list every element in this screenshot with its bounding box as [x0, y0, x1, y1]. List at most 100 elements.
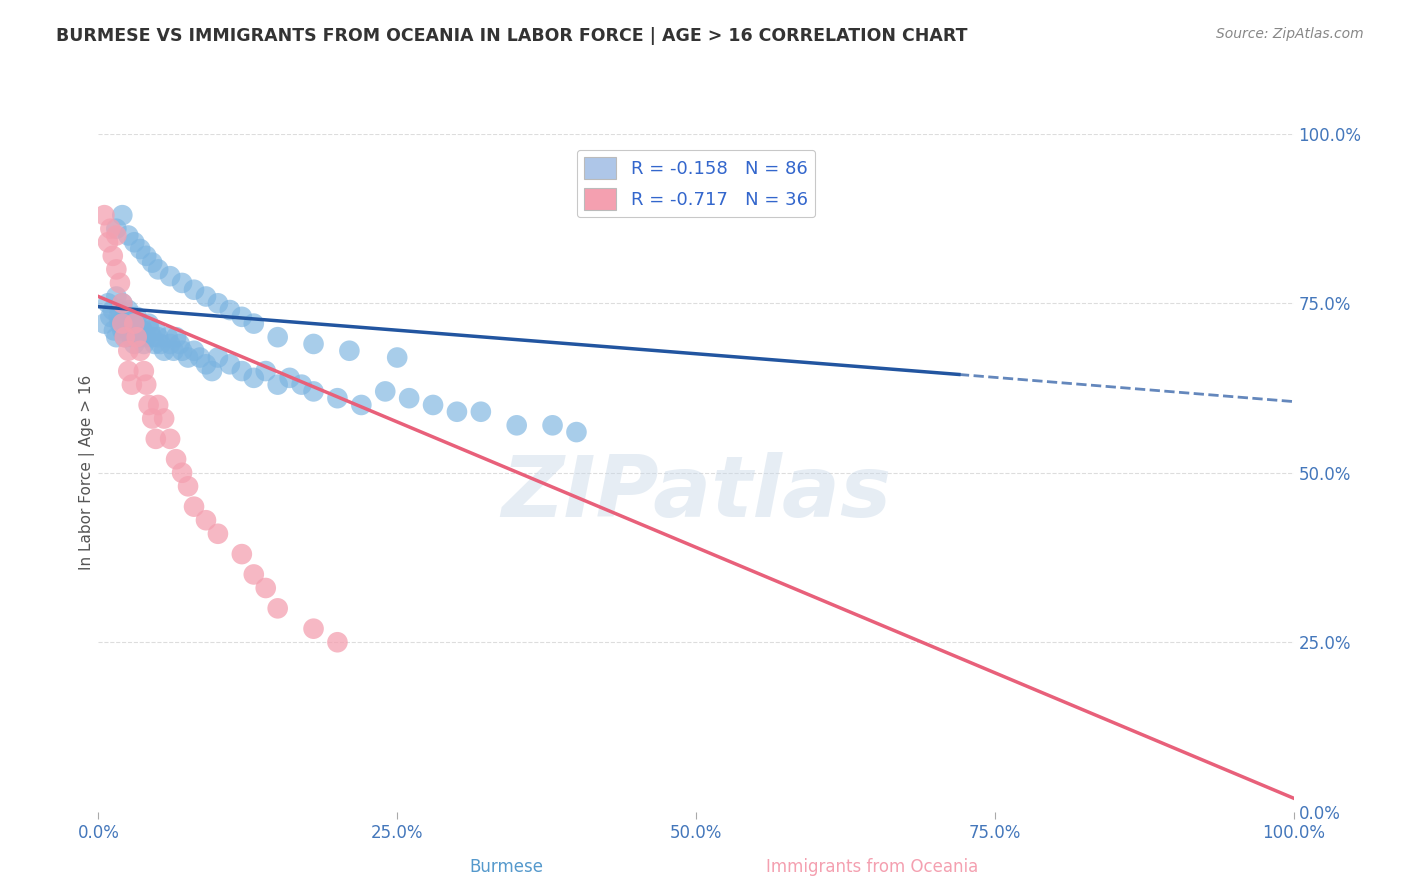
Point: [291, 377, 314, 392]
Point: [385, 351, 409, 365]
Point: [117, 228, 139, 243]
Point: [172, 466, 194, 480]
Point: [541, 418, 564, 433]
Point: [101, 303, 124, 318]
Point: [149, 337, 172, 351]
Point: [159, 337, 181, 351]
Point: [117, 323, 139, 337]
Point: [172, 276, 194, 290]
Point: [139, 323, 162, 337]
Point: [145, 323, 167, 337]
Point: [111, 296, 134, 310]
Point: [132, 337, 155, 351]
Point: [267, 330, 290, 344]
Point: [101, 249, 124, 263]
Point: [124, 235, 146, 250]
Point: [177, 351, 200, 365]
Point: [506, 418, 529, 433]
Point: [350, 398, 373, 412]
Point: [127, 323, 149, 337]
Point: [172, 343, 194, 358]
Point: [278, 371, 301, 385]
Point: [93, 317, 115, 331]
Point: [108, 303, 131, 318]
Point: [231, 547, 253, 561]
Point: [93, 208, 115, 222]
Point: [108, 276, 131, 290]
Point: [470, 405, 492, 419]
Point: [117, 343, 139, 358]
Point: [125, 310, 148, 324]
Point: [398, 391, 420, 405]
Point: [105, 330, 128, 344]
Point: [148, 398, 170, 412]
Point: [326, 635, 349, 649]
Point: [115, 317, 138, 331]
Point: [207, 296, 229, 310]
Point: [129, 330, 152, 344]
Point: [129, 242, 152, 256]
Point: [129, 317, 152, 331]
Point: [231, 364, 253, 378]
Point: [124, 337, 146, 351]
Point: [107, 310, 129, 324]
Point: [326, 391, 349, 405]
Point: [135, 249, 157, 263]
Text: Source: ZipAtlas.com: Source: ZipAtlas.com: [1216, 27, 1364, 41]
Point: [114, 330, 136, 344]
Point: [117, 364, 139, 378]
Point: [243, 567, 266, 582]
Point: [374, 384, 396, 399]
Point: [141, 255, 163, 269]
Text: BURMESE VS IMMIGRANTS FROM OCEANIA IN LABOR FORCE | AGE > 16 CORRELATION CHART: BURMESE VS IMMIGRANTS FROM OCEANIA IN LA…: [56, 27, 967, 45]
Point: [121, 377, 143, 392]
Point: [129, 343, 152, 358]
Point: [141, 411, 163, 425]
Text: ZIPatlas: ZIPatlas: [501, 451, 891, 534]
Point: [125, 330, 148, 344]
Point: [183, 283, 205, 297]
Point: [163, 343, 186, 358]
Point: [207, 526, 229, 541]
Point: [153, 411, 176, 425]
Point: [124, 317, 146, 331]
Point: [219, 357, 242, 371]
Point: [105, 289, 128, 303]
Point: [219, 303, 242, 318]
Point: [207, 351, 229, 365]
Text: Immigrants from Oceania: Immigrants from Oceania: [766, 858, 977, 876]
Point: [183, 343, 205, 358]
Point: [148, 330, 170, 344]
Point: [201, 364, 224, 378]
Text: Burmese: Burmese: [470, 858, 543, 876]
Point: [97, 235, 120, 250]
Point: [138, 398, 160, 412]
Point: [243, 317, 266, 331]
Point: [302, 337, 325, 351]
Point: [138, 317, 160, 331]
Point: [132, 364, 155, 378]
Point: [111, 323, 134, 337]
Legend: R = -0.158   N = 86, R = -0.717   N = 36: R = -0.158 N = 86, R = -0.717 N = 36: [576, 150, 815, 217]
Point: [141, 330, 163, 344]
Point: [159, 432, 181, 446]
Point: [194, 513, 218, 527]
Point: [177, 479, 200, 493]
Point: [165, 452, 187, 467]
Point: [565, 425, 588, 439]
Point: [108, 317, 131, 331]
Point: [254, 364, 277, 378]
Point: [302, 384, 325, 399]
Point: [302, 622, 325, 636]
Point: [117, 303, 139, 318]
Point: [105, 262, 128, 277]
Point: [111, 208, 134, 222]
Point: [145, 432, 167, 446]
Point: [105, 221, 128, 235]
Point: [194, 357, 218, 371]
Point: [97, 296, 120, 310]
Point: [339, 343, 360, 358]
Point: [124, 317, 146, 331]
Point: [111, 296, 134, 310]
Point: [148, 262, 170, 277]
